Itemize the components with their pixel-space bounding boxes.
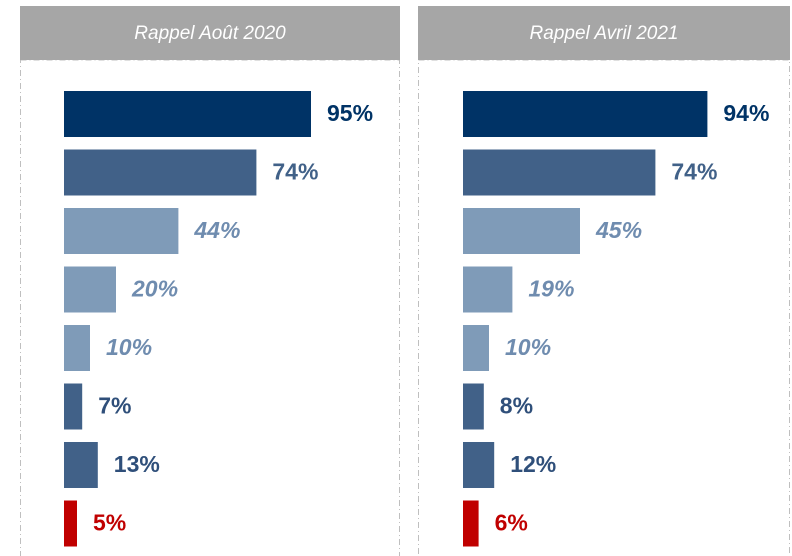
bar xyxy=(463,208,580,254)
value-label: 94% xyxy=(723,100,769,126)
value-label: 10% xyxy=(106,334,152,360)
panel-border xyxy=(20,59,400,556)
panel-header xyxy=(20,6,400,60)
bar xyxy=(64,208,179,254)
value-label: 95% xyxy=(327,100,373,126)
value-label: 10% xyxy=(505,334,551,360)
value-label: 6% xyxy=(495,510,528,536)
panel-title: Rappel Avril 2021 xyxy=(530,23,679,44)
bar xyxy=(64,500,77,547)
value-label: 8% xyxy=(500,393,533,419)
bar xyxy=(463,149,656,196)
bar xyxy=(64,91,311,137)
value-label: 7% xyxy=(98,393,131,419)
value-label: 74% xyxy=(272,159,318,185)
bar xyxy=(463,442,495,488)
bar xyxy=(463,91,708,137)
bar xyxy=(64,383,83,430)
value-label: 13% xyxy=(114,451,160,477)
value-label: 19% xyxy=(528,276,574,302)
bar xyxy=(463,325,489,371)
bar xyxy=(463,383,484,430)
value-label: 74% xyxy=(671,159,717,185)
bar xyxy=(463,500,479,547)
value-label: 5% xyxy=(93,510,126,536)
bar xyxy=(463,266,513,313)
value-label: 12% xyxy=(510,451,556,477)
value-label: 44% xyxy=(193,217,240,243)
bar xyxy=(64,266,116,313)
value-label: 20% xyxy=(131,276,178,302)
bar xyxy=(64,149,257,196)
bar xyxy=(64,442,98,488)
panel-title: Rappel Août 2020 xyxy=(134,23,286,44)
bar xyxy=(64,325,90,371)
value-label: 45% xyxy=(595,217,642,243)
panel-header xyxy=(418,6,790,60)
